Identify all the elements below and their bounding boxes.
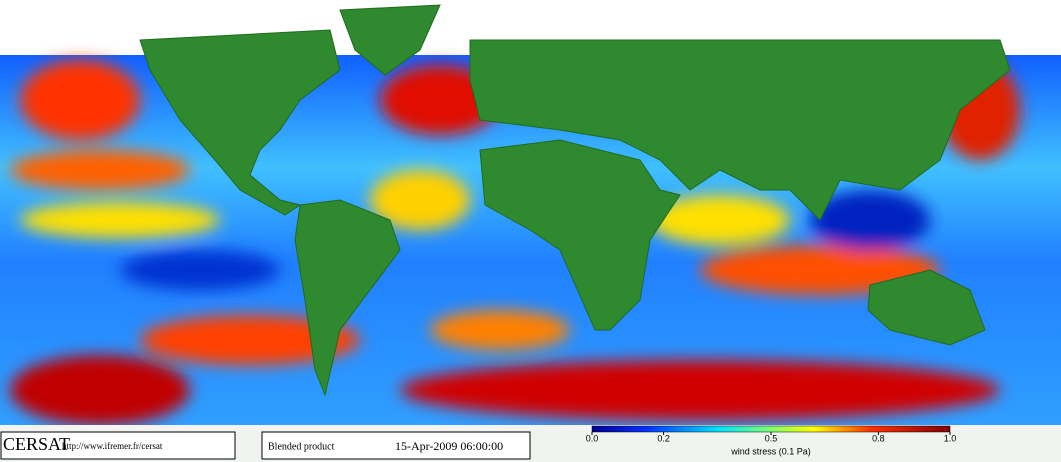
info-box (261, 431, 531, 460)
wind-field (10, 60, 1020, 425)
colorbar-ticks: 0.0 0.2 0.5 0.8 1.0 (586, 432, 957, 443)
logo: CERSAT (3, 434, 70, 454)
logo-box (0, 431, 236, 460)
colorbar-tick-label: 1.0 (944, 433, 957, 443)
url: http://www.ifremer.fr/cersat (62, 441, 163, 451)
colorbar-tick-label: 0.2 (657, 433, 670, 443)
product: Blended product (268, 441, 335, 452)
colorbar-tick-label: 0.0 (586, 433, 599, 443)
colorbar (591, 425, 951, 433)
colorbar-label: wind stress (0.1 Pa) (730, 446, 811, 456)
colorbar-tick-label: 0.8 (872, 433, 885, 443)
datetime: 15-Apr-2009 06:00:00 (395, 439, 503, 453)
colorbar-tick-label: 0.5 (765, 433, 778, 443)
